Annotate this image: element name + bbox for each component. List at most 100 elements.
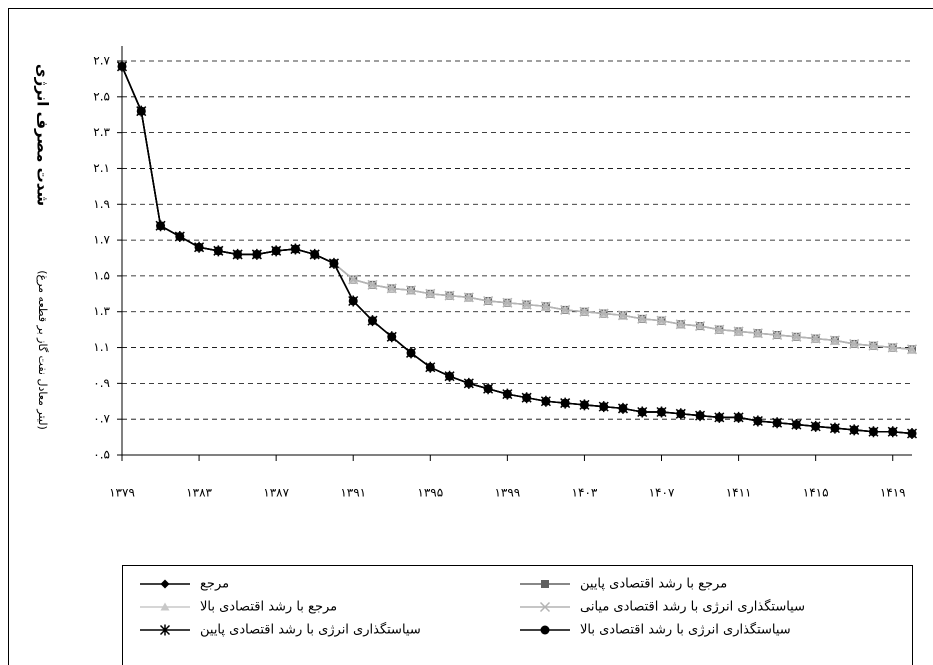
- series-line: [121, 66, 913, 351]
- y-tick-label: ۱.۵: [93, 268, 110, 282]
- marker: [599, 402, 609, 412]
- marker: [849, 338, 860, 349]
- marker: [117, 61, 127, 71]
- marker: [772, 418, 782, 428]
- x-tick-label: ۱۴۰۷: [649, 486, 675, 500]
- y-axis-unit: (لیتر معادل نفت گاز بر قطعه مرغ): [36, 270, 49, 430]
- marker: [637, 313, 648, 324]
- marker: [733, 326, 744, 337]
- marker: [159, 624, 171, 636]
- marker: [310, 249, 320, 259]
- marker: [502, 297, 513, 308]
- marker: [714, 324, 725, 335]
- marker: [617, 310, 629, 321]
- marker: [367, 316, 377, 326]
- legend-label: سیاستگذاری انرژی با رشد اقتصادی پایین: [200, 622, 421, 638]
- marker: [541, 580, 549, 588]
- marker: [656, 315, 667, 326]
- marker: [483, 295, 494, 307]
- marker: [160, 602, 170, 611]
- x-tick-label: ۱۳۹۱: [340, 486, 366, 500]
- marker: [156, 221, 166, 231]
- marker: [463, 292, 474, 303]
- marker: [425, 362, 435, 372]
- marker: [540, 625, 550, 635]
- marker: [136, 106, 146, 116]
- series-line: [121, 66, 913, 435]
- x-tick-label: ۱۳۷۹: [109, 486, 135, 500]
- x-tick-label: ۱۴۰۳: [572, 486, 598, 500]
- x-tick-label: ۱۳۹۹: [494, 486, 520, 500]
- marker: [849, 425, 859, 435]
- y-tick-label: ۱.۷: [93, 233, 110, 247]
- marker: [213, 246, 223, 256]
- y-tick-label: ۱.۹: [93, 197, 110, 211]
- y-tick-label: ۲.۷: [93, 54, 110, 68]
- x-tick-label: ۱۳۸۷: [263, 486, 289, 500]
- marker: [329, 258, 339, 268]
- marker: [483, 384, 493, 394]
- marker: [676, 409, 686, 419]
- marker: [348, 274, 359, 285]
- series-line: [121, 66, 913, 351]
- marker: [252, 249, 262, 259]
- marker: [175, 232, 185, 242]
- marker: [598, 308, 609, 319]
- marker: [444, 290, 455, 301]
- marker: [772, 329, 783, 341]
- marker: [290, 244, 300, 254]
- marker: [406, 348, 416, 358]
- y-axis-title: شدت مصرف انرژی: [34, 64, 52, 206]
- x-tick-label: ۱۳۹۵: [417, 486, 443, 500]
- y-tick-label: ۲.۳: [93, 125, 110, 139]
- marker: [560, 398, 570, 408]
- marker: [541, 396, 551, 406]
- x-tick-label: ۱۴۱۹: [880, 486, 906, 500]
- marker: [464, 378, 474, 388]
- marker: [522, 393, 532, 403]
- marker: [868, 427, 878, 437]
- marker: [445, 371, 455, 381]
- marker: [367, 279, 378, 290]
- marker: [386, 283, 397, 294]
- marker: [811, 421, 821, 431]
- marker: [868, 340, 879, 351]
- series-line: [121, 66, 913, 435]
- legend-label: سیاستگذاری انرژی با رشد اقتصادی میانی: [580, 599, 805, 615]
- y-tick-label: ۲.۵: [93, 89, 110, 103]
- marker: [502, 389, 512, 399]
- marker: [675, 319, 686, 330]
- y-tick-label: ۰.۷: [93, 412, 110, 426]
- marker: [425, 288, 436, 299]
- y-tick-label: ۰.۹: [93, 376, 110, 390]
- marker: [579, 306, 590, 317]
- y-tick-label: ۱.۳: [93, 304, 110, 318]
- x-tick-label: ۱۴۱۱: [726, 486, 752, 500]
- marker: [888, 427, 898, 437]
- y-tick-label: ۱.۱: [93, 340, 110, 354]
- marker: [829, 335, 840, 346]
- marker: [194, 242, 204, 252]
- marker: [540, 301, 551, 312]
- series-line: [121, 66, 913, 351]
- marker: [714, 412, 724, 422]
- marker: [637, 407, 647, 417]
- marker: [810, 333, 821, 344]
- legend-label: سیاستگذاری انرژی با رشد اقتصادی بالا: [580, 622, 791, 638]
- marker: [405, 285, 417, 296]
- legend-label: مرجع با رشد اقتصادی پایین: [580, 577, 727, 592]
- marker: [907, 429, 917, 439]
- legend-label: مرجع: [200, 577, 229, 592]
- y-tick-label: ۲.۱: [93, 161, 110, 175]
- legend-label: مرجع با رشد اقتصادی بالا: [200, 600, 337, 615]
- marker: [387, 332, 397, 342]
- marker: [579, 400, 589, 410]
- marker: [830, 423, 840, 433]
- marker: [887, 342, 898, 353]
- chart-frame: [8, 8, 933, 665]
- marker: [695, 321, 706, 332]
- legend-box: [122, 565, 913, 665]
- series-line: [121, 66, 913, 435]
- marker: [348, 296, 358, 306]
